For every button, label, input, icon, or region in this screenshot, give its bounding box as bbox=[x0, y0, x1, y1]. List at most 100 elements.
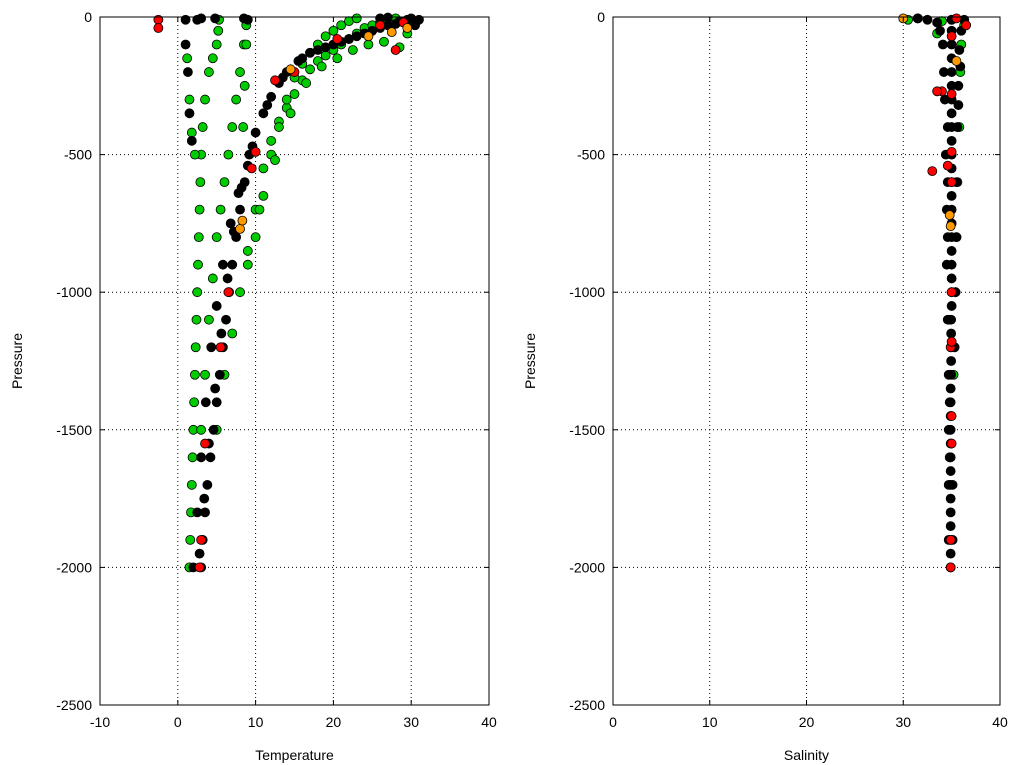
x-tick-label: 30 bbox=[403, 714, 419, 730]
data-point bbox=[208, 424, 219, 435]
data-point bbox=[221, 314, 231, 325]
data-point bbox=[951, 13, 962, 24]
scatter-points bbox=[898, 13, 972, 573]
data-point bbox=[227, 259, 238, 270]
data-point bbox=[242, 14, 253, 25]
data-point bbox=[943, 369, 954, 380]
y-tick-label: -1500 bbox=[56, 422, 92, 438]
x-tick-label: 20 bbox=[799, 714, 815, 730]
data-point bbox=[200, 438, 210, 449]
data-point bbox=[382, 12, 393, 23]
data-point bbox=[238, 122, 249, 132]
data-point bbox=[186, 479, 197, 490]
salinity-panel: 0 10 20 30 40 -2500 -2000 -1500 -1000 -500 0 Sali… bbox=[522, 9, 1008, 763]
data-point bbox=[254, 204, 265, 215]
data-point bbox=[184, 94, 195, 105]
data-point bbox=[180, 14, 191, 25]
data-point bbox=[194, 548, 205, 559]
data-point bbox=[944, 452, 955, 463]
data-point bbox=[200, 94, 210, 105]
data-point bbox=[289, 89, 300, 99]
data-point bbox=[912, 13, 923, 24]
data-point bbox=[231, 94, 242, 105]
data-point bbox=[332, 53, 343, 64]
data-point bbox=[943, 424, 954, 435]
data-point bbox=[953, 100, 964, 110]
data-point bbox=[186, 127, 197, 138]
data-point bbox=[183, 67, 193, 77]
y-axis-title: Pressure bbox=[9, 333, 25, 389]
y-tick-label: -2500 bbox=[569, 697, 605, 713]
data-point bbox=[184, 108, 195, 119]
data-point bbox=[270, 155, 280, 166]
series-3 bbox=[898, 13, 962, 232]
data-point bbox=[320, 31, 331, 42]
series-2 bbox=[927, 13, 972, 573]
data-point bbox=[223, 149, 234, 160]
data-point bbox=[250, 146, 261, 157]
y-tick-label: -2000 bbox=[56, 559, 92, 575]
data-point bbox=[239, 80, 250, 91]
x-tick-label: 40 bbox=[481, 714, 497, 730]
temperature-panel: -10 0 10 20 30 40 -2500 -2000 -1500 -1000 -500 0 T… bbox=[9, 9, 497, 763]
x-tick-label: 20 bbox=[326, 714, 342, 730]
data-point bbox=[946, 336, 957, 347]
data-point bbox=[250, 127, 261, 138]
data-point bbox=[210, 13, 221, 24]
data-point bbox=[927, 166, 938, 177]
data-point bbox=[945, 521, 956, 532]
data-point bbox=[210, 383, 221, 394]
data-point bbox=[297, 53, 308, 64]
data-point bbox=[332, 34, 343, 44]
data-point bbox=[190, 369, 200, 380]
data-point bbox=[946, 31, 957, 42]
data-point bbox=[946, 246, 957, 256]
data-point bbox=[223, 287, 234, 298]
data-point bbox=[186, 135, 197, 146]
data-point bbox=[192, 287, 203, 298]
data-point bbox=[301, 78, 312, 88]
data-point bbox=[945, 466, 956, 476]
data-point bbox=[946, 287, 957, 298]
data-point bbox=[195, 177, 206, 188]
data-point bbox=[250, 232, 261, 243]
data-point bbox=[281, 94, 292, 105]
data-point bbox=[946, 301, 957, 311]
y-tick-label: 0 bbox=[597, 9, 605, 25]
data-point bbox=[946, 356, 957, 366]
x-tick-label: -10 bbox=[90, 714, 110, 730]
data-point bbox=[379, 36, 389, 47]
y-tick-label: -500 bbox=[64, 147, 92, 163]
x-axis-ticks: -10 0 10 20 30 40 bbox=[90, 17, 497, 730]
data-point bbox=[211, 39, 222, 50]
data-point bbox=[258, 108, 269, 119]
y-tick-label: -1000 bbox=[56, 284, 92, 300]
grid-lines bbox=[613, 17, 1000, 705]
x-tick-label: 0 bbox=[174, 714, 182, 730]
data-point bbox=[305, 64, 315, 75]
data-point bbox=[946, 438, 957, 449]
data-point bbox=[190, 342, 201, 353]
data-point bbox=[196, 534, 207, 545]
data-point bbox=[192, 507, 203, 518]
data-point bbox=[946, 135, 957, 146]
data-point bbox=[961, 20, 972, 31]
data-point bbox=[285, 64, 296, 75]
data-point bbox=[946, 411, 957, 421]
data-point bbox=[262, 100, 273, 110]
data-point bbox=[945, 548, 956, 559]
data-point bbox=[344, 34, 354, 44]
data-point bbox=[386, 27, 397, 38]
data-point bbox=[942, 122, 953, 132]
data-point bbox=[193, 259, 203, 270]
data-point bbox=[190, 149, 200, 160]
data-point bbox=[215, 204, 226, 215]
data-point bbox=[207, 273, 218, 284]
data-point bbox=[932, 17, 943, 28]
data-point bbox=[185, 534, 196, 545]
data-point bbox=[336, 20, 347, 31]
data-point bbox=[946, 89, 957, 99]
data-point bbox=[189, 397, 200, 408]
data-point bbox=[242, 246, 253, 256]
data-point bbox=[219, 177, 230, 188]
